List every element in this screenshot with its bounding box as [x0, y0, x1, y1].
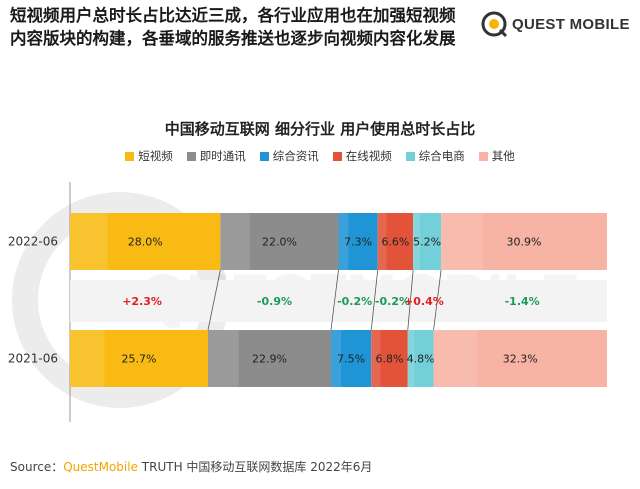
legend-swatch [259, 151, 269, 161]
legend-item-5: 其他 [478, 148, 515, 164]
bar-segment: 32.3% [433, 330, 607, 387]
legend-item-4: 综合电商 [405, 148, 465, 164]
change-label: -0.2% [375, 295, 410, 308]
legend-label: 其他 [491, 149, 515, 163]
bar-segment: 28.0% [70, 213, 221, 270]
bar-1-0 [220, 213, 339, 270]
data-label: 5.2% [413, 236, 441, 249]
legend-item-2: 综合资讯 [259, 148, 319, 164]
data-label: 25.7% [122, 353, 157, 366]
legend-label: 短视频 [138, 149, 173, 163]
data-label: 4.8% [407, 353, 435, 366]
connector-line [433, 269, 442, 331]
bar-2-0 [338, 213, 378, 270]
bar-highlight [220, 213, 250, 270]
legend-item-1: 即时通讯 [186, 148, 246, 164]
bar-2-1 [330, 330, 372, 387]
legend-label: 综合电商 [418, 149, 465, 163]
source-note: Source：QuestMobile TRUTH 中国移动互联网数据库 2022… [10, 458, 372, 475]
connector-line [407, 269, 414, 331]
bar-4-1 [407, 330, 434, 387]
bar-highlight [70, 213, 108, 270]
data-label: 6.6% [381, 236, 409, 249]
brand-logo: QUEST MOBILE [480, 8, 636, 40]
chart-title: 中国移动互联网 细分行业 用户使用总时长占比 [164, 120, 476, 138]
bar-3-1 [371, 330, 408, 387]
change-label: +2.3% [122, 295, 162, 308]
bar-segment: 7.5% [330, 330, 372, 387]
bar-1-1 [208, 330, 331, 387]
data-label: 30.9% [507, 236, 542, 249]
bar-highlight [413, 213, 421, 270]
data-label: 22.0% [262, 236, 297, 249]
legend-swatch [405, 151, 415, 161]
legend-label: 即时通讯 [199, 149, 246, 163]
bar-segment: 25.7% [70, 330, 209, 387]
legend-swatch [478, 151, 488, 161]
legend-label: 在线视频 [345, 149, 392, 163]
bar-segment: 22.0% [220, 213, 339, 270]
bar-segment: 5.2% [413, 213, 441, 270]
chart-legend: 短视频 即时通讯 综合资讯 在线视频 综合电商 其他 [0, 148, 640, 164]
bar-segment: 6.6% [377, 213, 414, 270]
bar-0-1 [70, 330, 209, 387]
category-label: 2021-06 [8, 352, 58, 366]
bar-segment: 7.3% [338, 213, 378, 270]
data-label: 32.3% [503, 353, 538, 366]
bar-4-0 [413, 213, 442, 270]
bar-highlight [433, 330, 477, 387]
data-label: 22.9% [252, 353, 287, 366]
data-label: 6.8% [376, 353, 404, 366]
change-label: -1.4% [505, 295, 540, 308]
bar-highlight [377, 213, 387, 270]
bar-segment: 30.9% [441, 213, 607, 270]
quest-mobile-logo-icon [481, 11, 508, 38]
bar-highlight [70, 330, 105, 387]
source-prefix: Source： [10, 460, 64, 474]
legend-label: 综合资讯 [272, 149, 319, 163]
bar-0-0 [70, 213, 221, 270]
legend-swatch [186, 151, 196, 161]
source-text: TRUTH 中国移动互联网数据库 2022年6月 [137, 460, 373, 474]
legend-item-3: 在线视频 [332, 148, 392, 164]
bar-highlight [371, 330, 381, 387]
data-label: 28.0% [128, 236, 163, 249]
category-label: 2022-06 [8, 235, 58, 249]
legend-item-0: 短视频 [125, 148, 173, 164]
bar-3-0 [377, 213, 414, 270]
bar-segment: 22.9% [208, 330, 331, 387]
bar-5-0 [441, 213, 607, 270]
connector-line [370, 269, 379, 331]
change-label: -0.2% [337, 295, 372, 308]
data-label: 7.3% [344, 236, 372, 249]
connector-line [207, 269, 221, 331]
bar-highlight [338, 213, 349, 270]
bar-segment: 6.8% [371, 330, 408, 387]
change-band [70, 280, 607, 322]
legend-swatch [332, 151, 342, 161]
change-label: +0.4% [404, 295, 444, 308]
legend-swatch [125, 151, 135, 161]
bar-5-1 [433, 330, 607, 387]
bar-highlight [441, 213, 483, 270]
source-brand: QuestMobile [63, 460, 138, 474]
data-label: 7.5% [337, 353, 365, 366]
bar-highlight [407, 330, 415, 387]
change-label: -0.9% [257, 295, 292, 308]
bar-highlight [208, 330, 239, 387]
bar-highlight [330, 330, 342, 387]
brand-name: QUEST MOBILE [512, 15, 630, 33]
headline: 短视频用户总时长占比达近三成，各行业应用也在加强短视频内容版块的构建，各垂域的服… [10, 6, 456, 48]
bar-segment: 4.8% [407, 330, 435, 387]
connector-line [330, 269, 339, 331]
